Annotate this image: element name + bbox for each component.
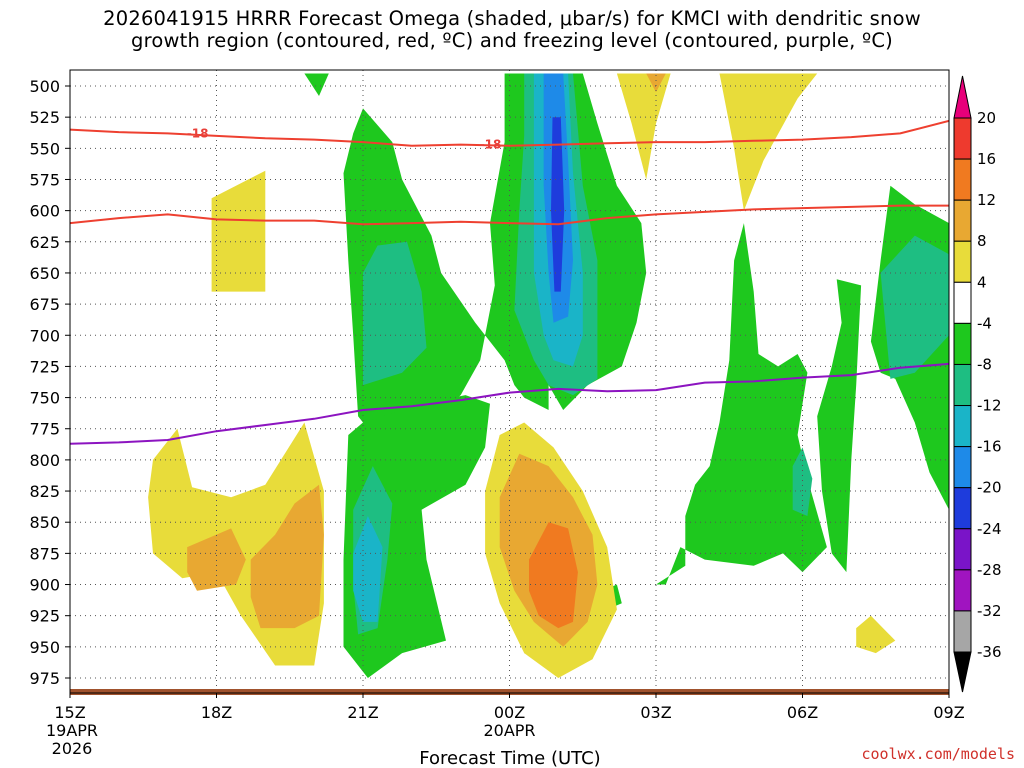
contour-freezing_level_0C: [70, 362, 949, 445]
omega-region-3: [211, 170, 266, 292]
colorbar-label--8: -8: [977, 355, 992, 373]
colorbar-segment-12: [953, 610, 972, 653]
omega-region-15: [792, 447, 813, 516]
ytick-label-850: 850: [29, 513, 60, 532]
omega-region-21: [250, 484, 324, 629]
ytick-label-900: 900: [29, 576, 60, 595]
xtick-label-15Z: 15Z: [54, 703, 85, 722]
contour-label--18-0: -18: [187, 126, 209, 140]
omega-region-7: [656, 223, 827, 585]
colorbar-segment-1: [953, 158, 972, 201]
colorbar-segment-11: [953, 569, 972, 612]
colorbar-segment-4: [953, 281, 972, 324]
ytick-label-550: 550: [29, 139, 60, 158]
colorbar-segment-0: [953, 117, 972, 160]
colorbar-segment-10: [953, 528, 972, 571]
xtick-label-21Z: 21Z: [347, 703, 378, 722]
xtick-date-19APR: 19APR: [46, 721, 98, 740]
colorbar-label--16: -16: [977, 438, 1002, 456]
omega-region-8: [817, 279, 862, 573]
omega-region-17: [353, 516, 383, 622]
omega-region-2: [719, 73, 818, 211]
colorbar-segment-8: [953, 446, 972, 489]
title-line-1: 2026041915 HRRR Forecast Omega (shaded, …: [103, 7, 921, 30]
colorbar-label--28: -28: [977, 561, 1002, 579]
colorbar-label-16: 16: [977, 150, 996, 168]
omega-region-22: [187, 528, 246, 591]
ytick-label-575: 575: [29, 170, 60, 189]
colorbar-label--24: -24: [977, 520, 1002, 538]
ytick-label-925: 925: [29, 607, 60, 626]
contour-label--18-1: -18: [480, 138, 502, 152]
ytick-label-975: 975: [29, 669, 60, 688]
xtick-label-03Z: 03Z: [640, 703, 671, 722]
colorbar-label-4: 4: [977, 273, 987, 291]
omega-region-11: [363, 241, 427, 386]
ytick-label-625: 625: [29, 233, 60, 252]
ytick-label-950: 950: [29, 638, 60, 657]
colorbar-segment-9: [953, 487, 972, 530]
omega-region-26: [856, 615, 896, 654]
ytick-label-800: 800: [29, 451, 60, 470]
ytick-label-875: 875: [29, 544, 60, 563]
ytick-label-675: 675: [29, 295, 60, 314]
colorbar-segment-2: [953, 199, 972, 242]
omega-region-1: [646, 73, 666, 93]
ytick-label-650: 650: [29, 264, 60, 283]
colorbar-label--12: -12: [977, 397, 1002, 415]
ytick-label-600: 600: [29, 202, 60, 221]
omega-region-0: [616, 73, 671, 180]
ytick-label-525: 525: [29, 108, 60, 127]
chart-title: 2026041915 HRRR Forecast Omega (shaded, …: [0, 8, 1024, 52]
ytick-label-725: 725: [29, 357, 60, 376]
colorbar-segment-6: [953, 363, 972, 407]
colorbar-segment-3: [953, 240, 972, 283]
xtick-label-09Z: 09Z: [933, 703, 964, 722]
omega-region-25: [529, 522, 578, 629]
colorbar-label--20: -20: [977, 479, 1002, 497]
title-line-2: growth region (contoured, red, ºC) and f…: [131, 29, 893, 52]
credit-text: coolwx.com/models: [861, 745, 1015, 763]
contour-dgz_-18C: [70, 119, 949, 147]
ytick-label-775: 775: [29, 420, 60, 439]
colorbar-label-12: 12: [977, 191, 996, 209]
contour-dgz_-12C: [70, 204, 949, 226]
xtick-label-06Z: 06Z: [787, 703, 818, 722]
colorbar-label--4: -4: [977, 314, 992, 332]
ytick-label-700: 700: [29, 326, 60, 345]
xtick-year-2026: 2026: [52, 739, 93, 758]
colorbar: 20 16 12 8 4 -4 -8 -12 -16 -20 -24 -28 -32 -36: [953, 75, 1002, 693]
x-axis-label: Forecast Time (UTC): [419, 748, 600, 768]
colorbar-bottom-arrow: [953, 651, 972, 693]
omega-region-4: [304, 73, 329, 96]
colorbar-segment-5: [953, 322, 972, 365]
xtick-label-18Z: 18Z: [201, 703, 232, 722]
ytick-label-750: 750: [29, 389, 60, 408]
omega-region-13: [880, 235, 949, 379]
colorbar-label--32: -32: [977, 602, 1002, 620]
colorbar-segment-7: [953, 405, 972, 448]
ytick-label-825: 825: [29, 482, 60, 501]
colorbar-top-arrow: [953, 75, 972, 119]
terrain-strip: [70, 689, 949, 695]
colorbar-label--36: -36: [977, 643, 1002, 661]
omega-region-19: [551, 117, 565, 292]
colorbar-label-20: 20: [977, 109, 996, 127]
ytick-label-500: 500: [29, 77, 60, 96]
xtick-label-00Z: 00Z: [494, 703, 525, 722]
colorbar-label-8: 8: [977, 232, 987, 250]
xtick-date-20APR: 20APR: [483, 721, 535, 740]
